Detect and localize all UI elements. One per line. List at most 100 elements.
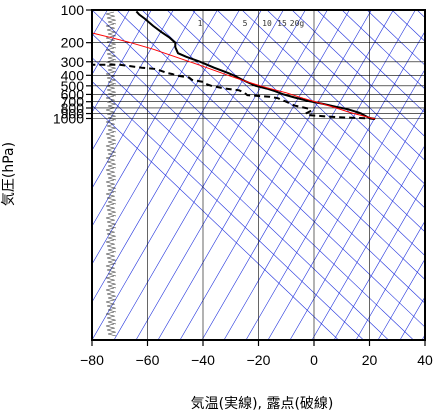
wind-barb-icon (107, 319, 117, 325)
wind-barb-icon (107, 223, 117, 229)
y-tick-label: 400 (61, 67, 85, 83)
x-tick-label: −40 (191, 352, 215, 368)
wind-barb-icon (106, 195, 116, 201)
wind-barb-icon (106, 123, 116, 129)
adiabat-line (241, 10, 425, 185)
wind-barb-icon (107, 139, 117, 145)
wind-barb-icon (106, 219, 116, 225)
wind-barb-icon (105, 239, 115, 245)
series-layer (92, 10, 376, 120)
y-tick-label: 1000 (53, 111, 84, 127)
isotherm-line (157, 10, 350, 340)
wind-barb-icon (106, 207, 116, 213)
x-tick-label: −20 (247, 352, 271, 368)
isotherm-line (92, 10, 284, 340)
isotherm-line (92, 10, 130, 76)
isotherm-line (92, 10, 196, 189)
wind-barb-icon (106, 231, 116, 237)
wind-barb-icon (106, 39, 116, 45)
isotherm-line (201, 10, 394, 340)
y-tick-label: 500 (61, 78, 85, 94)
isotherm-line (113, 10, 306, 340)
adiabat-line (266, 10, 425, 161)
plot-area: 1 5 10 15 20g (91, 9, 426, 341)
wind-barb-icon (105, 11, 115, 17)
y-tick-label: 800 (61, 100, 85, 116)
adiabat-line (166, 10, 425, 257)
wind-barb-icon (105, 203, 115, 209)
wind-barb-icon (105, 251, 115, 257)
wind-barb-icon (107, 295, 117, 301)
wind-barb-icon (105, 83, 115, 89)
wind-barb-icon (107, 283, 117, 289)
wind-barb-icon (106, 87, 116, 93)
adiabat-line (291, 10, 425, 138)
adiabat-line (92, 104, 339, 340)
wind-barb-icon (107, 103, 117, 109)
wind-barb-icon (107, 331, 117, 337)
wind-barbs (105, 11, 117, 337)
wind-barb-icon (107, 43, 117, 49)
wind-barb-icon (107, 19, 117, 25)
wind-barb-icon (105, 287, 115, 293)
y-tick-label: 100 (61, 2, 85, 18)
y-tick-label: 700 (61, 94, 85, 110)
x-tick-label: 20 (362, 352, 378, 368)
isotherm-line (92, 10, 174, 151)
adiabat-line (92, 81, 364, 340)
wind-barb-icon (105, 179, 115, 185)
wind-barb-icon (107, 163, 117, 169)
grid (92, 9, 425, 340)
isotherm-line (223, 10, 416, 340)
wind-barb-icon (106, 267, 116, 273)
parcel-line (92, 32, 376, 120)
adiabat-line (391, 10, 425, 42)
wind-barb-icon (106, 291, 116, 297)
mixing-ratio-label: 1 (198, 19, 203, 28)
x-axis-title: 気温(実線), 露点(破線) (191, 396, 334, 412)
isotherm-line (311, 144, 425, 340)
wind-barb-icon (106, 135, 116, 141)
adiabat-line (141, 10, 425, 280)
adiabat-line (92, 10, 425, 328)
mixing-ratio-label: 15 (277, 19, 287, 28)
wind-barb-icon (105, 215, 115, 221)
wind-barb-icon (105, 167, 115, 173)
wind-barb-icon (107, 115, 117, 121)
isotherm-line (267, 68, 425, 340)
wind-barb-icon (105, 323, 115, 329)
mixing-ratio-label: 5 (243, 19, 248, 28)
wind-barb-icon (105, 275, 115, 281)
wind-barb-icon (107, 67, 117, 73)
y-axis-title: 気圧(hPa) (1, 142, 17, 206)
y-tick-label: 200 (61, 35, 85, 51)
wind-barb-icon (105, 143, 115, 149)
wind-barb-icon (105, 59, 115, 65)
isotherm-line (245, 30, 425, 340)
temperature-line (135, 10, 376, 120)
adiabat-line (191, 10, 425, 233)
wind-barb-icon (107, 31, 117, 37)
wind-barb-icon (105, 95, 115, 101)
wind-barb-icon (107, 91, 117, 97)
isotherm-line (333, 182, 425, 340)
isotherm-line (355, 220, 425, 340)
mixing-ratio-label: 20g (290, 19, 305, 28)
adiabat-line (116, 10, 425, 304)
wind-barb-icon (107, 247, 117, 253)
isotherm-line (399, 296, 425, 340)
wind-barb-icon (105, 263, 115, 269)
wind-barb-icon (106, 255, 116, 261)
wind-barb-icon (106, 303, 116, 309)
wind-barb-icon (107, 235, 117, 241)
x-tick-label: −80 (80, 352, 104, 368)
wind-barb-icon (105, 191, 115, 197)
wind-barb-icon (106, 279, 116, 285)
wind-barb-icon (105, 155, 115, 161)
wind-barb-icon (107, 55, 117, 61)
wind-barb-icon (105, 227, 115, 233)
y-tick-label: 600 (61, 86, 85, 102)
wind-barb-icon (105, 71, 115, 77)
